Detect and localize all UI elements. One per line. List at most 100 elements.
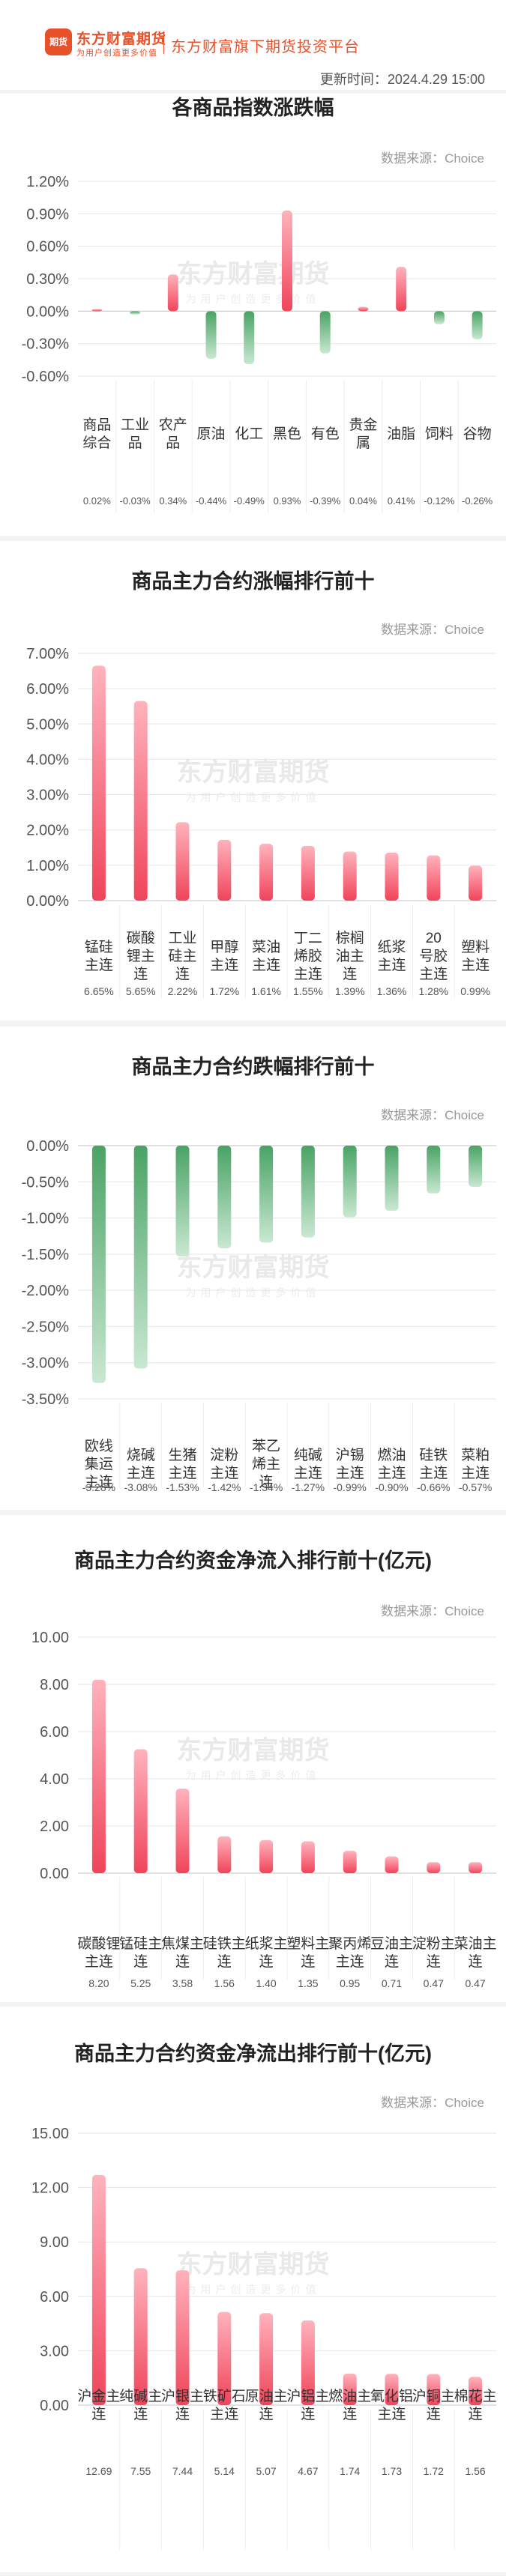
value-label: -1.53% — [166, 1481, 199, 1493]
value-label: 0.34% — [159, 495, 187, 507]
category-label: 锰硅主连 — [85, 939, 113, 973]
y-tick-label: 2.00 — [40, 1818, 69, 1835]
category-label: 聚丙烯主连 — [328, 1935, 371, 1970]
y-tick-label: 3.00% — [26, 787, 69, 804]
watermark-slogan: 为用户创造更多价值 — [186, 293, 321, 305]
value-label: 3.58 — [172, 1977, 193, 1989]
data-source: 数据来源：Choice — [381, 1108, 484, 1122]
bar-9 — [427, 1862, 441, 1873]
bar-9 — [427, 1146, 441, 1194]
platform-name: 东方财富旗下期货投资平台 — [171, 39, 360, 55]
y-tick-label: -3.50% — [22, 1391, 70, 1408]
value-label: 0.99% — [460, 985, 490, 997]
category-label: 沪银主连 — [161, 2388, 204, 2422]
value-label: 0.95 — [340, 1977, 360, 1989]
category-label: 生猪主连 — [168, 1447, 196, 1481]
bar-9 — [396, 267, 407, 312]
bar-8 — [358, 306, 369, 312]
bar-5 — [259, 1146, 274, 1243]
bar-3 — [175, 2270, 190, 2405]
value-label: -0.99% — [334, 1481, 367, 1493]
value-label: 1.36% — [377, 985, 407, 997]
update-time: 更新时间：2024.4.29 15:00 — [319, 72, 485, 87]
bar-8 — [385, 2374, 399, 2405]
value-label: 5.07 — [256, 2465, 276, 2477]
y-tick-label: 15.00 — [31, 2126, 69, 2142]
category-label: 原油 — [197, 426, 226, 442]
category-label: 燃油主连 — [377, 1447, 406, 1481]
chart-card-1: 各商品指数涨跌幅 数据来源：Choice 东方财富期货 为用户创造更多价值 1.20% 0… — [0, 94, 506, 536]
value-label: 1.72% — [209, 985, 239, 997]
y-tick-label: 0.00% — [26, 1138, 69, 1155]
bar-6 — [301, 2320, 315, 2405]
value-label: -0.39% — [310, 495, 341, 507]
category-label: 原油主连 — [245, 2388, 288, 2422]
value-label: 0.04% — [349, 495, 377, 507]
category-label: 豆油主连 — [370, 1935, 413, 1970]
header: 期货 东方财富期货 为用户创造更多价值 东方财富旗下期货投资平台 更新时间：20… — [0, 0, 506, 90]
value-label: 1.55% — [293, 985, 323, 997]
category-label: 菜粕主连 — [461, 1447, 490, 1481]
value-label: 1.72 — [424, 2465, 444, 2477]
category-label: 工业硅主连 — [168, 930, 196, 982]
watermark-slogan: 为用户创造更多价值 — [186, 1770, 321, 1782]
category-label: 工业品 — [121, 417, 149, 451]
bar-2 — [133, 2268, 148, 2405]
value-label: -1.42% — [208, 1481, 241, 1493]
chart-card-4: 商品主力合约资金净流入排行前十(亿元) 数据来源：Choice 东方财富期货 为用户创… — [0, 1515, 506, 2002]
bar-1 — [91, 2174, 106, 2405]
bar-5 — [259, 2313, 274, 2405]
value-label: 8.20 — [88, 1977, 109, 1989]
bar-2 — [133, 701, 148, 901]
y-tick-label: -0.30% — [22, 336, 70, 353]
value-label: 1.39% — [335, 985, 365, 997]
y-tick-label: 0.30% — [26, 271, 69, 288]
chart-title: 商品主力合约资金净流出排行前十(亿元) — [74, 2042, 432, 2065]
y-tick-label: 8.00 — [40, 1677, 69, 1693]
value-label: -3.28% — [82, 1481, 115, 1493]
y-tick-label: 6.00% — [26, 681, 69, 698]
watermark-name: 东方财富期货 — [177, 1736, 330, 1765]
value-label: 1.40 — [256, 1977, 276, 1989]
watermark-slogan: 为用户创造更多价值 — [186, 2284, 321, 2296]
y-tick-label: 6.00 — [40, 2289, 69, 2306]
category-label: 沪铜主连 — [412, 2388, 455, 2422]
chart-4: 商品主力合约资金净流入排行前十(亿元) 数据来源：Choice 东方财富期货为用户创… — [31, 1549, 497, 1989]
category-label: 甲醇主连 — [210, 939, 238, 973]
value-label: 5.65% — [126, 985, 156, 997]
chart-title: 商品主力合约涨幅排行前十 — [132, 569, 375, 593]
category-label: 淀粉主连 — [210, 1447, 238, 1481]
value-label: 1.35 — [298, 1977, 318, 1989]
value-label: -0.66% — [417, 1481, 450, 1493]
bar-4 — [217, 1836, 232, 1873]
bar-8 — [385, 1146, 399, 1211]
category-label: 棕榈油主连 — [336, 930, 364, 982]
value-label: -0.90% — [375, 1481, 408, 1493]
y-tick-label: -2.00% — [22, 1283, 70, 1299]
bar-9 — [427, 2374, 441, 2405]
value-label: 0.02% — [83, 495, 111, 507]
y-tick-label: 0.00% — [26, 303, 69, 320]
watermark-name: 东方财富期货 — [177, 1253, 330, 1282]
chart-card-3: 商品主力合约跌幅排行前十 数据来源：Choice 东方财富期货 为用户创造更多价值 0.… — [0, 1027, 506, 1510]
bar-7 — [343, 1851, 357, 1873]
value-label: 1.56 — [214, 1977, 235, 1989]
y-tick-label: -1.50% — [22, 1247, 70, 1263]
value-label: -1.34% — [250, 1481, 283, 1493]
bar-7 — [343, 2373, 357, 2405]
category-label: 沪锡主连 — [336, 1447, 364, 1481]
value-label: -0.49% — [234, 495, 265, 507]
category-label: 塑料主连 — [286, 1935, 329, 1970]
y-tick-label: 0.00% — [26, 893, 69, 910]
chart-card-5: 商品主力合约资金净流出排行前十(亿元) 数据来源：Choice 东方财富期货 为用户创… — [0, 2007, 506, 2572]
value-label: 0.41% — [388, 495, 415, 507]
value-label: 7.44 — [172, 2465, 193, 2477]
value-label: 5.14 — [214, 2465, 235, 2477]
category-label: 油脂 — [387, 426, 415, 442]
value-label: -0.44% — [196, 495, 227, 507]
category-label: 纸浆主连 — [245, 1935, 288, 1970]
category-label: 纯碱主连 — [119, 2388, 162, 2422]
bar-6 — [301, 845, 315, 901]
y-tick-label: 7.00% — [26, 646, 69, 662]
